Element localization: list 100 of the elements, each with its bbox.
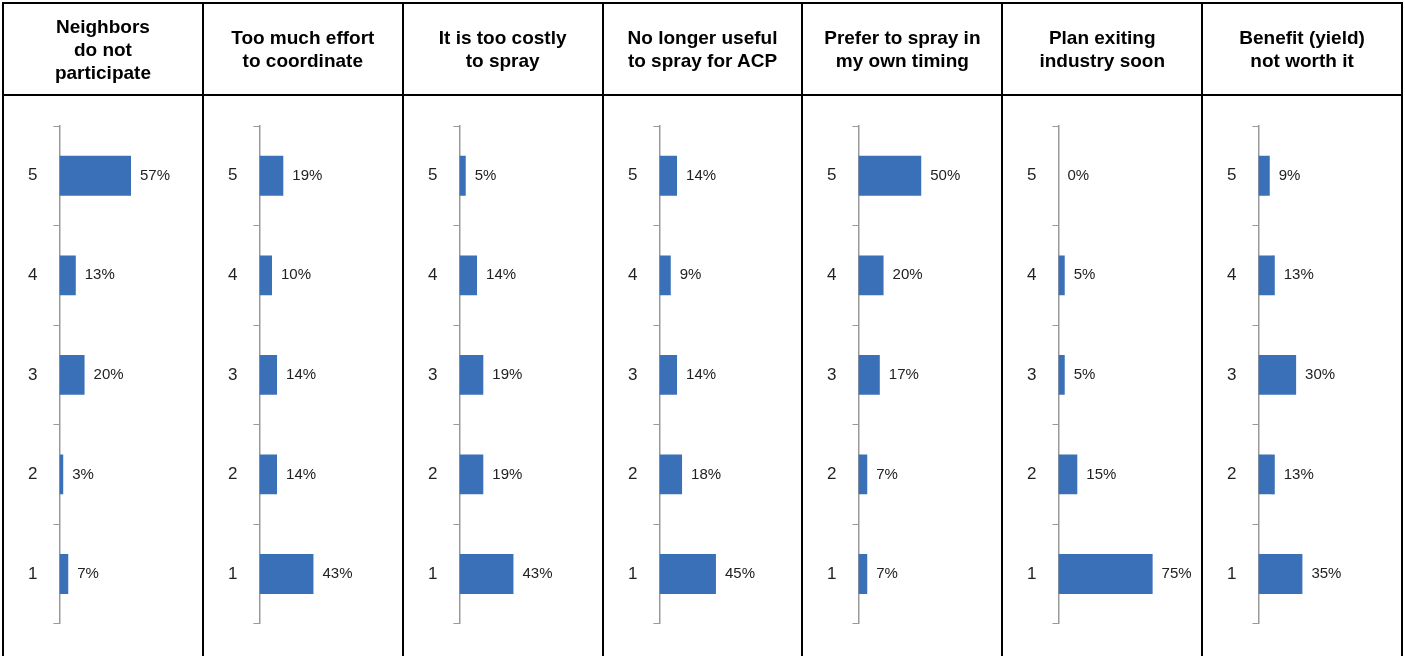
- y-tick-label: 4: [27, 265, 38, 285]
- data-label: 15%: [1086, 464, 1117, 482]
- y-tick-label: 1: [27, 563, 38, 583]
- y-tick-label: 4: [827, 265, 837, 285]
- chart-title: Prefer to spray in my own timing: [803, 4, 1002, 96]
- y-tick-label: 1: [1227, 563, 1237, 583]
- y-tick-label: 3: [1227, 364, 1237, 384]
- bar: [459, 255, 477, 296]
- bar: [858, 354, 881, 395]
- y-tick-label: 3: [227, 364, 238, 384]
- data-label: 7%: [876, 464, 899, 482]
- bar: [59, 354, 85, 395]
- data-label: 7%: [876, 564, 899, 582]
- y-tick-label: 3: [427, 364, 438, 384]
- data-label: 57%: [140, 165, 171, 183]
- bar: [459, 554, 514, 594]
- bar: [459, 454, 484, 495]
- bar: [1258, 255, 1275, 296]
- y-tick-label: 5: [227, 165, 238, 185]
- data-label: 5%: [1074, 365, 1096, 383]
- data-label: 3%: [72, 464, 94, 482]
- y-tick-label: 1: [427, 563, 438, 583]
- bar: [259, 155, 284, 196]
- bar: [858, 554, 868, 594]
- y-tick-label: 2: [227, 464, 238, 484]
- y-tick-label: 1: [227, 563, 238, 583]
- data-label: 14%: [485, 265, 516, 283]
- y-tick-label: 4: [427, 265, 438, 285]
- bar: [59, 554, 69, 594]
- y-tick-label: 5: [427, 165, 438, 185]
- y-tick-label: 4: [227, 265, 238, 285]
- data-label: 18%: [690, 464, 721, 482]
- data-label: 50%: [930, 165, 961, 183]
- bar: [858, 255, 884, 296]
- data-label: 19%: [492, 464, 523, 482]
- data-label: 30%: [1305, 365, 1336, 383]
- data-label: 14%: [285, 365, 316, 383]
- y-tick-label: 4: [627, 265, 638, 285]
- y-tick-label: 5: [27, 165, 38, 185]
- y-tick-label: 2: [27, 464, 38, 484]
- bar: [1258, 554, 1303, 594]
- bar: [858, 155, 922, 196]
- bar: [659, 155, 677, 196]
- bar: [659, 354, 677, 395]
- data-label: 19%: [292, 165, 323, 183]
- bar: [659, 454, 682, 495]
- data-label: 19%: [492, 365, 523, 383]
- chart-title: It is too costly to spray: [403, 4, 602, 96]
- data-label: 0%: [1067, 165, 1090, 183]
- y-tick-label: 2: [627, 464, 638, 484]
- y-tick-label: 5: [627, 165, 638, 185]
- y-tick-label: 5: [827, 165, 837, 185]
- data-label: 14%: [285, 464, 316, 482]
- bar: [459, 155, 466, 196]
- chart-title: Benefit (yield) not worth it: [1203, 4, 1402, 96]
- y-tick-label: 2: [427, 464, 438, 484]
- data-label: 13%: [1283, 464, 1314, 482]
- y-tick-label: 5: [1227, 165, 1237, 185]
- bar: [59, 155, 132, 196]
- data-label: 17%: [889, 365, 920, 383]
- bar: [1258, 354, 1297, 395]
- data-label: 43%: [522, 564, 553, 582]
- data-label: 14%: [685, 365, 716, 383]
- data-label: 20%: [893, 265, 924, 283]
- y-tick-label: 4: [1027, 265, 1037, 285]
- bar: [459, 354, 484, 395]
- y-tick-label: 5: [1027, 165, 1037, 185]
- y-tick-label: 2: [827, 464, 837, 484]
- chart-title: No longer useful to spray for ACP: [603, 4, 802, 96]
- y-tick-label: 1: [827, 563, 837, 583]
- data-label: 20%: [93, 365, 124, 383]
- data-label: 75%: [1161, 564, 1192, 582]
- bar: [259, 554, 314, 594]
- y-tick-label: 3: [627, 364, 638, 384]
- data-label: 14%: [685, 165, 716, 183]
- data-label: 9%: [1278, 165, 1301, 183]
- y-tick-label: 1: [627, 563, 638, 583]
- chart-title: Too much effort to coordinate: [203, 4, 402, 96]
- bar: [1258, 155, 1270, 196]
- data-label: 43%: [322, 564, 353, 582]
- data-label: 10%: [280, 265, 311, 283]
- y-tick-label: 2: [1027, 464, 1037, 484]
- data-label: 7%: [77, 564, 99, 582]
- bar: [259, 255, 272, 296]
- bar: [1258, 454, 1275, 495]
- data-label: 35%: [1311, 564, 1342, 582]
- chart-title: Plan exiting industry soon: [1003, 4, 1202, 96]
- data-label: 13%: [84, 265, 115, 283]
- y-tick-label: 3: [27, 364, 38, 384]
- bar: [659, 554, 716, 594]
- data-label: 5%: [1074, 265, 1096, 283]
- bar: [659, 255, 671, 296]
- y-tick-label: 2: [1227, 464, 1237, 484]
- chart-title: Neighbors do not participate: [4, 4, 202, 96]
- bar: [259, 454, 277, 495]
- bar: [59, 255, 76, 296]
- y-tick-label: 3: [1027, 364, 1037, 384]
- y-tick-label: 3: [827, 364, 837, 384]
- bar: [259, 354, 277, 395]
- y-tick-label: 4: [1227, 265, 1237, 285]
